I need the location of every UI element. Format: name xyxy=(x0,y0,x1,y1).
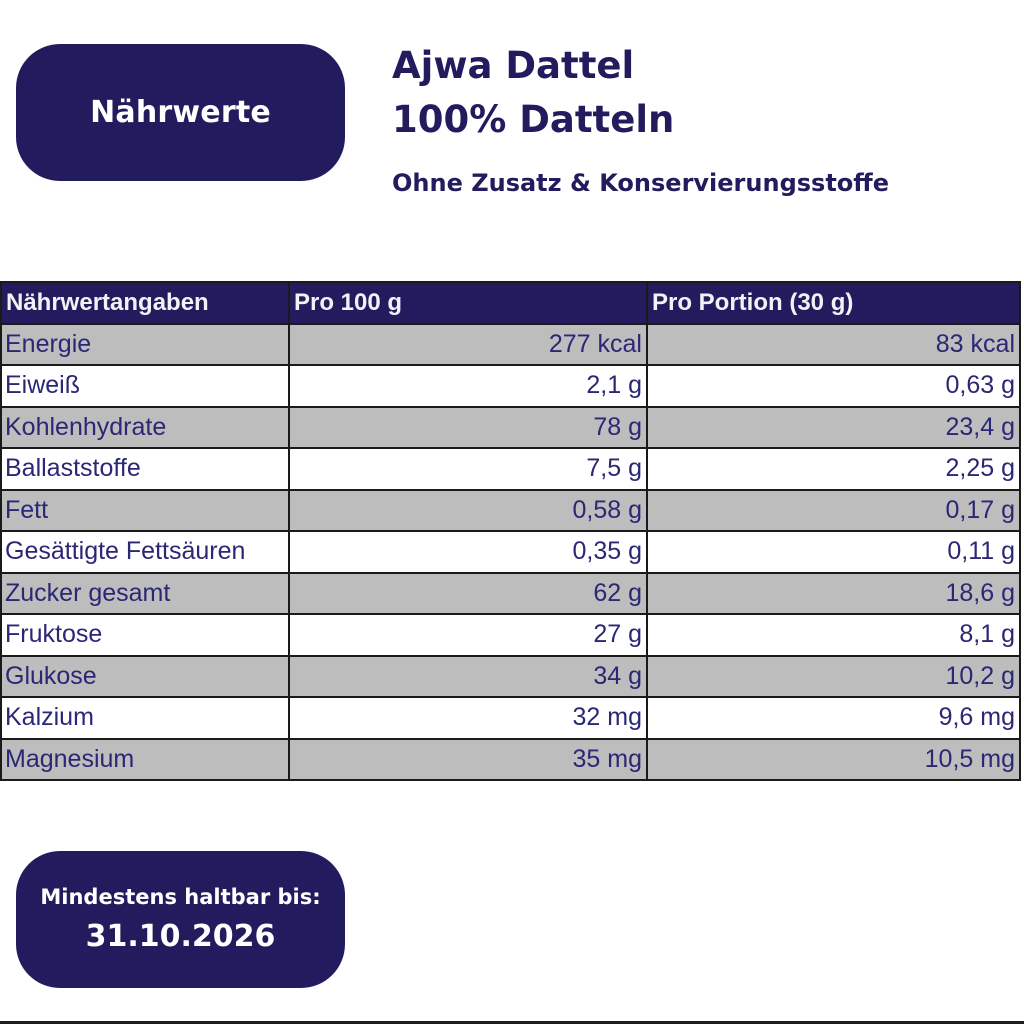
nutrition-badge-label: Nährwerte xyxy=(90,95,271,130)
best-before-caption: Mindestens haltbar bis: xyxy=(40,885,321,909)
bottom-divider xyxy=(0,1021,1024,1024)
value-per-portion: 8,1 g xyxy=(646,613,1021,657)
value-per-portion: 9,6 mg xyxy=(646,696,1021,740)
value-per-100g: 27 g xyxy=(288,613,648,657)
table-row: Kohlenhydrate 78 g 23,4 g xyxy=(0,405,1021,449)
table-row: Kalzium 32 mg 9,6 mg xyxy=(0,696,1021,740)
column-header-per-portion: Pro Portion (30 g) xyxy=(646,281,1021,325)
nutrition-badge: Nährwerte xyxy=(16,44,345,181)
column-header-nutrient: Nährwertangaben xyxy=(0,281,290,325)
nutrient-name: Ballaststoffe xyxy=(0,447,290,491)
value-per-100g: 0,58 g xyxy=(288,488,648,532)
value-per-100g: 35 mg xyxy=(288,737,648,781)
value-per-100g: 277 kcal xyxy=(288,322,648,366)
value-per-portion: 23,4 g xyxy=(646,405,1021,449)
nutrient-name: Fett xyxy=(0,488,290,532)
value-per-100g: 2,1 g xyxy=(288,364,648,408)
table-row: Fruktose 27 g 8,1 g xyxy=(0,613,1021,657)
table-header-row: Nährwertangaben Pro 100 g Pro Portion (3… xyxy=(0,281,1021,325)
nutrient-name: Kalzium xyxy=(0,696,290,740)
value-per-portion: 0,17 g xyxy=(646,488,1021,532)
nutrient-name: Fruktose xyxy=(0,613,290,657)
product-composition: 100% Datteln xyxy=(392,98,675,141)
value-per-100g: 32 mg xyxy=(288,696,648,740)
product-subtitle: Ohne Zusatz & Konservierungsstoffe xyxy=(392,169,889,197)
nutrient-name: Kohlenhydrate xyxy=(0,405,290,449)
nutrient-name: Gesättigte Fettsäuren xyxy=(0,530,290,574)
value-per-100g: 7,5 g xyxy=(288,447,648,491)
nutrient-name: Energie xyxy=(0,322,290,366)
nutrient-name: Eiweiß xyxy=(0,364,290,408)
product-title: Ajwa Dattel xyxy=(392,44,635,87)
value-per-portion: 0,11 g xyxy=(646,530,1021,574)
best-before-date: 31.10.2026 xyxy=(85,919,276,954)
best-before-badge: Mindestens haltbar bis: 31.10.2026 xyxy=(16,851,345,988)
value-per-100g: 34 g xyxy=(288,654,648,698)
value-per-portion: 0,63 g xyxy=(646,364,1021,408)
table-row: Glukose 34 g 10,2 g xyxy=(0,654,1021,698)
table-row: Eiweiß 2,1 g 0,63 g xyxy=(0,364,1021,408)
value-per-100g: 62 g xyxy=(288,571,648,615)
table-row: Fett 0,58 g 0,17 g xyxy=(0,488,1021,532)
table-row: Magnesium 35 mg 10,5 mg xyxy=(0,737,1021,781)
value-per-portion: 18,6 g xyxy=(646,571,1021,615)
nutrient-name: Zucker gesamt xyxy=(0,571,290,615)
value-per-100g: 0,35 g xyxy=(288,530,648,574)
value-per-100g: 78 g xyxy=(288,405,648,449)
table-row: Energie 277 kcal 83 kcal xyxy=(0,322,1021,366)
column-header-per-100g: Pro 100 g xyxy=(288,281,648,325)
value-per-portion: 2,25 g xyxy=(646,447,1021,491)
nutrient-name: Magnesium xyxy=(0,737,290,781)
value-per-portion: 10,2 g xyxy=(646,654,1021,698)
table-row: Ballaststoffe 7,5 g 2,25 g xyxy=(0,447,1021,491)
nutrient-name: Glukose xyxy=(0,654,290,698)
table-row: Zucker gesamt 62 g 18,6 g xyxy=(0,571,1021,615)
value-per-portion: 10,5 mg xyxy=(646,737,1021,781)
nutrition-table: Nährwertangaben Pro 100 g Pro Portion (3… xyxy=(0,281,1021,781)
value-per-portion: 83 kcal xyxy=(646,322,1021,366)
table-row: Gesättigte Fettsäuren 0,35 g 0,11 g xyxy=(0,530,1021,574)
